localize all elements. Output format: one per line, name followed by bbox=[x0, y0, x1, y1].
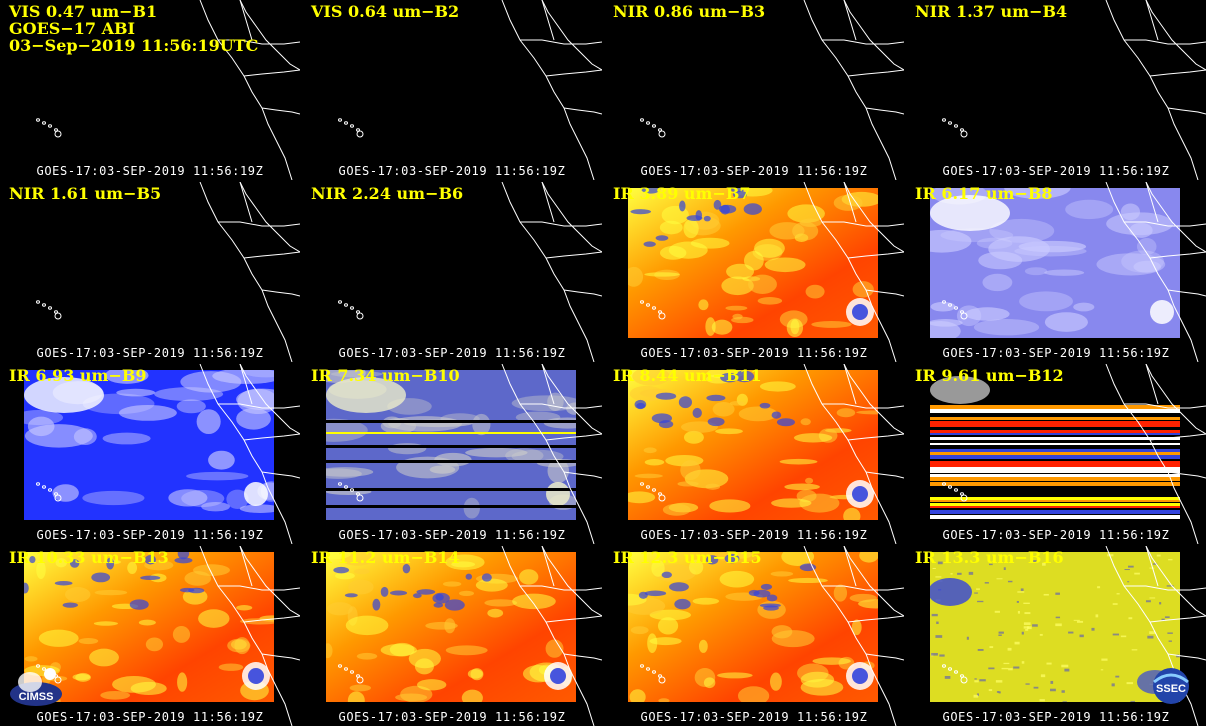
band-panel: VIS 0.47 um−B1 GOES−17 ABI 03−Sep−2019 11:… bbox=[0, 0, 300, 180]
timestamp-footer: GOES-17:03-SEP-2019 11:56:19Z bbox=[640, 528, 868, 542]
band-panel: IR 7.34 um−B10 GOES-17:03-SEP-2019 11:56:… bbox=[302, 364, 602, 544]
band-panel: NIR 0.86 um−B3 GOES-17:03-SEP-2019 11:56:… bbox=[604, 0, 904, 180]
coastline-overlay bbox=[36, 182, 300, 362]
band-panel: NIR 1.61 um−B5 GOES-17:03-SEP-2019 11:56:… bbox=[0, 182, 300, 362]
coastline-overlay bbox=[942, 0, 1206, 180]
coastline-overlay bbox=[640, 0, 904, 180]
timestamp-footer: GOES-17:03-SEP-2019 11:56:19Z bbox=[942, 528, 1170, 542]
timestamp-footer: GOES-17:03-SEP-2019 11:56:19Z bbox=[36, 528, 264, 542]
timestamp-footer: GOES-17:03-SEP-2019 11:56:19Z bbox=[338, 346, 566, 360]
svg-text:SSEC: SSEC bbox=[1156, 683, 1186, 695]
timestamp-footer: GOES-17:03-SEP-2019 11:56:19Z bbox=[36, 164, 264, 178]
band-panel: IR 6.17 um−B8 GOES-17:03-SEP-2019 11:56:1… bbox=[906, 182, 1206, 362]
band-panel: IR 6.93 um−B9 GOES-17:03-SEP-2019 11:56:1… bbox=[0, 364, 300, 544]
band-label: IR 3.89 um−B7 bbox=[613, 184, 751, 203]
band-panel: IR 3.89 um−B7 GOES-17:03-SEP-2019 11:56:1… bbox=[604, 182, 904, 362]
coastline-overlay bbox=[640, 364, 904, 544]
band-label: IR 8.44 um−B11 bbox=[613, 366, 762, 385]
satellite-image bbox=[24, 552, 274, 702]
timestamp-footer: GOES-17:03-SEP-2019 11:56:19Z bbox=[338, 164, 566, 178]
band-label: IR 10.33 um−B13 bbox=[9, 548, 169, 567]
observation-time-label: 03−Sep−2019 11:56:19UTC bbox=[9, 36, 259, 55]
timestamp-footer: GOES-17:03-SEP-2019 11:56:19Z bbox=[640, 164, 868, 178]
band-panel: VIS 0.64 um−B2 GOES-17:03-SEP-2019 11:56:… bbox=[302, 0, 602, 180]
band-label: IR 9.61 um−B12 bbox=[915, 366, 1064, 385]
cimss-logo-icon: CIMSS bbox=[8, 664, 64, 712]
coastline-overlay bbox=[942, 364, 1206, 544]
satellite-instrument-label: GOES−17 ABI bbox=[9, 19, 136, 38]
band-panel: IR 10.33 um−B13 GOES-17:03-SEP-2019 11:56… bbox=[0, 546, 300, 726]
timestamp-footer: GOES-17:03-SEP-2019 11:56:19Z bbox=[942, 346, 1170, 360]
timestamp-footer: GOES-17:03-SEP-2019 11:56:19Z bbox=[942, 164, 1170, 178]
timestamp-footer: GOES-17:03-SEP-2019 11:56:19Z bbox=[942, 710, 1170, 724]
coastline-overlay bbox=[338, 546, 602, 726]
coastline-overlay bbox=[942, 182, 1206, 362]
satellite-image bbox=[628, 552, 878, 702]
band-label: NIR 2.24 um−B6 bbox=[311, 184, 464, 203]
satellite-image bbox=[930, 370, 1180, 520]
svg-text:CIMSS: CIMSS bbox=[19, 691, 54, 703]
timestamp-footer: GOES-17:03-SEP-2019 11:56:19Z bbox=[338, 710, 566, 724]
coastline-overlay bbox=[338, 182, 602, 362]
timestamp-footer: GOES-17:03-SEP-2019 11:56:19Z bbox=[640, 346, 868, 360]
band-label: IR 6.17 um−B8 bbox=[915, 184, 1053, 203]
band-label: VIS 0.47 um−B1 bbox=[9, 2, 158, 21]
satellite-image bbox=[930, 552, 1180, 702]
coastline-overlay bbox=[640, 546, 904, 726]
band-label: IR 13.3 um−B16 bbox=[915, 548, 1064, 567]
band-label: IR 12.3 um−B15 bbox=[613, 548, 762, 567]
band-label: VIS 0.64 um−B2 bbox=[311, 2, 460, 21]
satellite-image bbox=[628, 370, 878, 520]
coastline-overlay bbox=[338, 364, 602, 544]
band-label: IR 7.34 um−B10 bbox=[311, 366, 460, 385]
band-panel: IR 8.44 um−B11 GOES-17:03-SEP-2019 11:56:… bbox=[604, 364, 904, 544]
band-panel: IR 13.3 um−B16 GOES-17:03-SEP-2019 11:56:… bbox=[906, 546, 1206, 726]
satellite-image bbox=[326, 552, 576, 702]
band-label: IR 11.2 um−B14 bbox=[311, 548, 460, 567]
timestamp-footer: GOES-17:03-SEP-2019 11:56:19Z bbox=[36, 346, 264, 360]
band-panel: IR 12.3 um−B15 GOES-17:03-SEP-2019 11:56:… bbox=[604, 546, 904, 726]
satellite-image bbox=[326, 370, 576, 520]
band-label: NIR 1.61 um−B5 bbox=[9, 184, 162, 203]
coastline-overlay bbox=[36, 364, 300, 544]
coastline-overlay bbox=[36, 0, 300, 180]
coastline-overlay bbox=[338, 0, 602, 180]
band-panel: IR 11.2 um−B14 GOES-17:03-SEP-2019 11:56:… bbox=[302, 546, 602, 726]
band-label: NIR 1.37 um−B4 bbox=[915, 2, 1068, 21]
timestamp-footer: GOES-17:03-SEP-2019 11:56:19Z bbox=[640, 710, 868, 724]
timestamp-footer: GOES-17:03-SEP-2019 11:56:19Z bbox=[36, 710, 264, 724]
ssec-logo-icon: SSEC bbox=[1144, 662, 1198, 710]
band-label: NIR 0.86 um−B3 bbox=[613, 2, 766, 21]
satellite-image bbox=[24, 370, 274, 520]
band-label: IR 6.93 um−B9 bbox=[9, 366, 147, 385]
band-panel: NIR 2.24 um−B6 GOES-17:03-SEP-2019 11:56:… bbox=[302, 182, 602, 362]
coastline-overlay bbox=[36, 546, 300, 726]
band-panel: NIR 1.37 um−B4 GOES-17:03-SEP-2019 11:56:… bbox=[906, 0, 1206, 180]
band-panel: IR 9.61 um−B12 GOES-17:03-SEP-2019 11:56:… bbox=[906, 364, 1206, 544]
satellite-image bbox=[930, 188, 1180, 338]
timestamp-footer: GOES-17:03-SEP-2019 11:56:19Z bbox=[338, 528, 566, 542]
coastline-overlay bbox=[640, 182, 904, 362]
